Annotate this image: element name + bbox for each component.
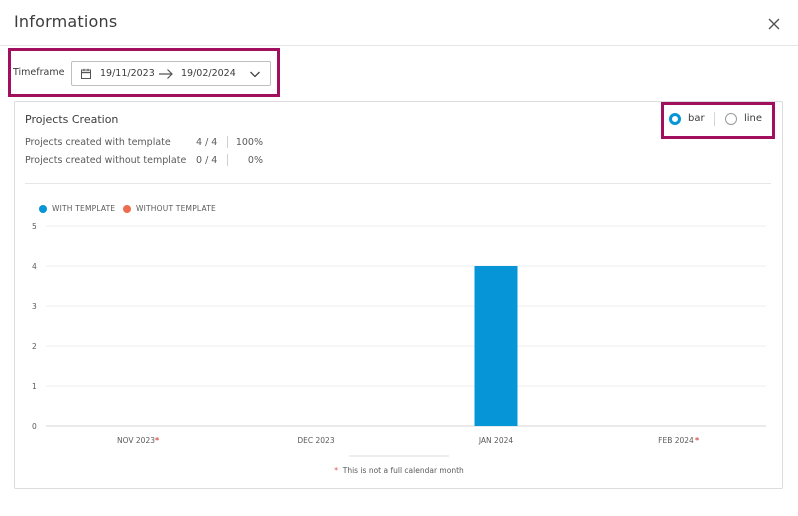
calendar-icon [81, 68, 91, 79]
arrow-right-icon [159, 69, 173, 79]
projects-creation-card [14, 101, 783, 489]
stat-count: 4 / 4 [196, 137, 218, 148]
chart-type-highlight-box [661, 102, 775, 139]
dialog-header: Informations [0, 0, 798, 46]
stat-percent: 100% [235, 137, 263, 148]
radio-label-bar: bar [688, 113, 705, 124]
stat-percent: 0% [247, 155, 263, 166]
legend-swatch [39, 205, 47, 213]
legend-label: WITH TEMPLATE [52, 204, 116, 213]
timeframe-label: Timeframe [13, 67, 65, 78]
dialog-title: Informations [14, 12, 118, 31]
timeframe-highlight-box [8, 48, 280, 97]
radio-label-line: line [744, 113, 763, 124]
card-divider [25, 183, 771, 184]
stat-count: 0 / 4 [196, 155, 218, 166]
legend-label: WITHOUT TEMPLATE [136, 204, 216, 213]
stat-label: Projects created with template [25, 137, 171, 148]
close-icon [768, 18, 780, 30]
stat-label: Projects created without template [25, 155, 187, 166]
chart-footnote: * This is not a full calendar month [0, 466, 798, 475]
close-button[interactable] [762, 12, 786, 36]
toggle-separator [714, 112, 715, 126]
legend-swatch [123, 205, 131, 213]
stat-separator [227, 136, 228, 148]
chevron-down-icon [250, 71, 260, 78]
timeframe-date-range-picker[interactable]: 19/11/2023 19/02/2024 [71, 61, 271, 86]
radio-unselected-icon [725, 113, 737, 125]
footnote-text: This is not a full calendar month [342, 466, 464, 475]
date-end: 19/02/2024 [181, 68, 236, 79]
radio-selected-icon [669, 113, 681, 125]
stat-separator [227, 154, 228, 166]
footnote-asterisk: * [334, 466, 338, 475]
card-title: Projects Creation [25, 113, 119, 126]
date-start: 19/11/2023 [100, 68, 155, 79]
